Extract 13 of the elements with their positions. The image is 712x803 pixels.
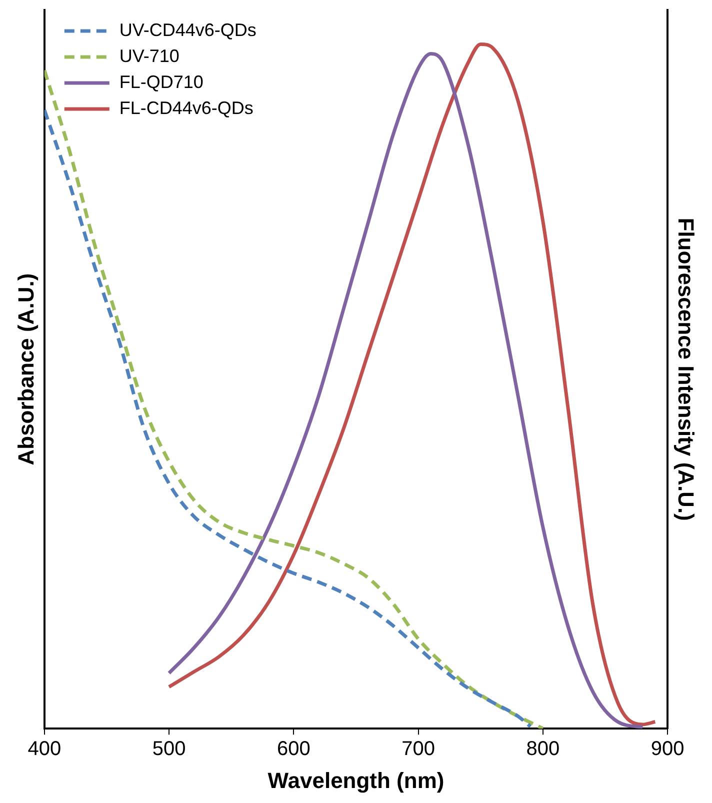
legend-label: FL-CD44v6-QDs <box>119 98 254 118</box>
x-tick-label: 600 <box>276 738 310 760</box>
legend-label: FL-QD710 <box>119 72 204 92</box>
x-tick-label: 400 <box>28 738 62 760</box>
legend-label: UV-CD44v6-QDs <box>119 20 256 40</box>
x-tick-label: 900 <box>650 738 684 760</box>
x-tick-label: 800 <box>526 738 560 760</box>
y-axis-title: Absorbance (A.U.) <box>13 273 38 466</box>
x-axis-title: Wavelength (nm) <box>268 768 444 793</box>
x-tick-label: 700 <box>402 738 436 760</box>
x-tick-label: 500 <box>152 738 186 760</box>
y2-axis-title: Fluorescence Intensity (A.U.) <box>674 218 699 521</box>
legend-label: UV-710 <box>119 46 180 66</box>
